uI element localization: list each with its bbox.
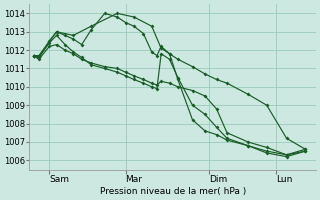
X-axis label: Pression niveau de la mer( hPa ): Pression niveau de la mer( hPa )	[100, 187, 246, 196]
